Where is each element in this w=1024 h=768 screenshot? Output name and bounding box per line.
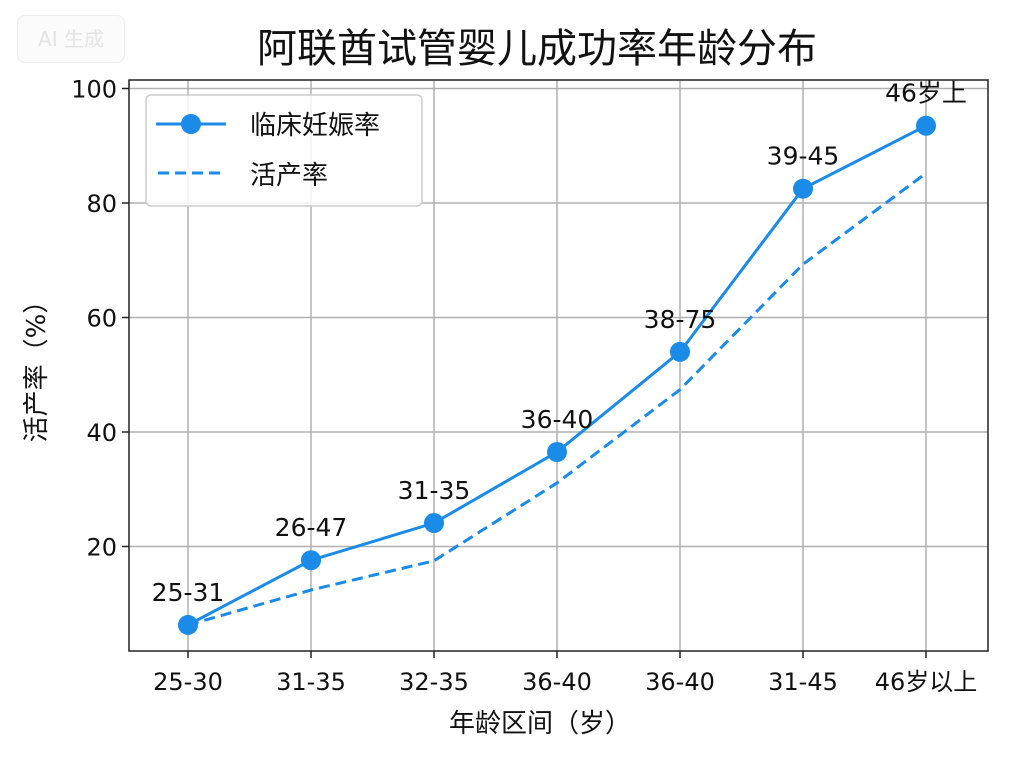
x-axis-ticks: 25-30 31-35 32-35 36-40 36-40 31-45 46岁以上 — [153, 651, 977, 696]
legend-marker-icon — [181, 114, 201, 134]
x-axis-label: 年龄区间（岁） — [449, 709, 631, 739]
y-axis-label: 活产率（%） — [22, 288, 52, 443]
data-point-marker — [301, 550, 321, 571]
data-point-label: 46岁上 — [885, 79, 967, 108]
data-point-label: 25-31 — [152, 578, 225, 607]
x-tick-label: 31-45 — [768, 668, 838, 696]
y-tick-label: 100 — [71, 76, 117, 104]
x-tick-label: 46岁以上 — [875, 668, 978, 696]
data-point-marker — [547, 442, 567, 463]
data-point-marker — [178, 614, 198, 635]
x-tick-label: 36-40 — [645, 668, 715, 696]
y-tick-label: 40 — [86, 419, 117, 447]
data-point-marker — [670, 341, 690, 362]
legend-label-live-birth: 活产率 — [250, 161, 328, 191]
y-tick-label: 20 — [86, 534, 117, 562]
data-point-marker — [424, 513, 444, 534]
x-tick-label: 32-35 — [399, 668, 469, 696]
data-point-marker — [916, 115, 936, 136]
x-tick-label: 31-35 — [276, 668, 346, 696]
legend-label-clinical-pregnancy: 临床妊娠率 — [250, 111, 380, 141]
data-point-label: 38-75 — [644, 305, 717, 334]
x-tick-label: 36-40 — [522, 668, 592, 696]
data-point-label: 36-40 — [521, 405, 594, 434]
point-labels: 25-31 26-47 31-35 36-40 38-75 39-45 46岁上 — [152, 79, 967, 607]
live-birth-rate-line — [187, 172, 927, 627]
y-axis-ticks: 20 40 60 80 100 — [71, 76, 129, 562]
data-point-label: 31-35 — [398, 476, 471, 505]
plot-frame — [128, 79, 989, 652]
data-point-marker — [793, 178, 813, 199]
y-tick-label: 60 — [86, 305, 117, 333]
legend: 临床妊娠率 活产率 — [145, 94, 423, 207]
data-series — [178, 115, 936, 635]
ai-generated-watermark: AI 生成 — [17, 15, 125, 63]
x-tick-label: 25-30 — [153, 668, 223, 696]
y-tick-label: 80 — [86, 190, 117, 218]
chart-title: 阿联酋试管婴儿成功率年龄分布 — [257, 26, 817, 72]
data-point-label: 39-45 — [767, 142, 840, 171]
data-point-label: 26-47 — [275, 513, 348, 542]
